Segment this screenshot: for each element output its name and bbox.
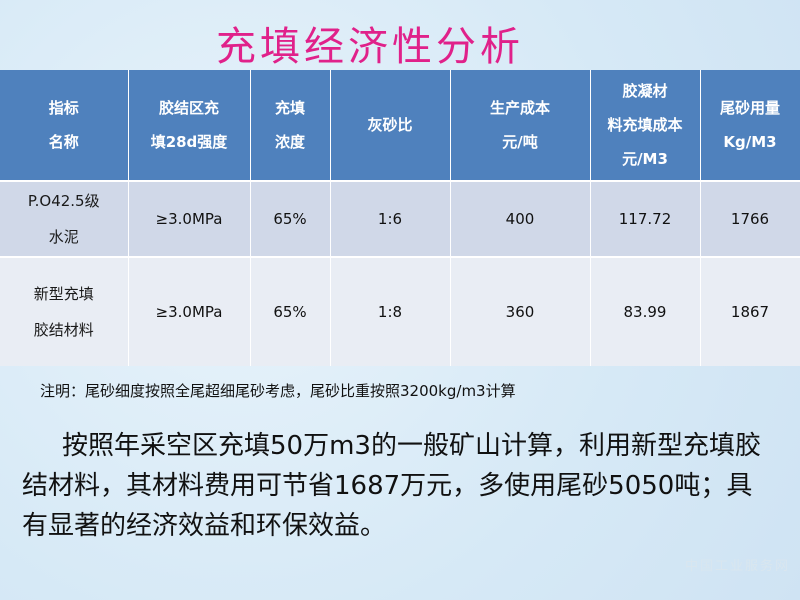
row-label: 新型充填 胶结材料 (0, 257, 129, 366)
table-cell: 1766 (700, 181, 800, 258)
table-cell: 65% (250, 181, 331, 258)
column-header: 胶结区充 填28d强度 (128, 70, 251, 182)
table-body: P.O42.5级 水泥 ≥3.0MPa 65% 1:6 400 117.72 1766 新型充… (0, 181, 800, 366)
column-header: 充填 浓度 (250, 70, 331, 182)
column-header: 指标 名称 (0, 70, 129, 182)
table-cell: 83.99 (590, 257, 701, 366)
table-cell: 360 (450, 257, 591, 366)
table-cell: ≥3.0MPa (128, 257, 251, 366)
watermark: 中国工业服务网 (684, 559, 790, 574)
paragraph: 按照年采空区充填50万m3的一般矿山计算，利用新型充填胶结材料，其材料费用可节省… (22, 431, 761, 541)
table-cell: ≥3.0MPa (128, 181, 251, 258)
column-header: 生产成本 元/吨 (450, 70, 591, 182)
table-cell: 400 (450, 181, 591, 258)
row-label: P.O42.5级 水泥 (0, 181, 129, 258)
table-row: P.O42.5级 水泥 ≥3.0MPa 65% 1:6 400 117.72 1766 (0, 181, 800, 258)
slide-title: 充填经济性分析 (216, 24, 524, 70)
table-cell: 65% (250, 257, 331, 366)
table-cell: 1:6 (330, 181, 451, 258)
cost-table: 指标 名称 胶结区充 填28d强度 充填 浓度 灰砂比 生产成本 元/吨 胶凝材 料充填成… (0, 70, 800, 366)
column-header: 尾砂用量 Kg/M3 (700, 70, 800, 182)
table-cell: 1:8 (330, 257, 451, 366)
column-header: 胶凝材 料充填成本 元/M3 (590, 70, 701, 182)
table-header: 指标 名称 胶结区充 填28d强度 充填 浓度 灰砂比 生产成本 元/吨 胶凝材 料充填成… (0, 70, 800, 182)
note: 注明：尾砂细度按照全尾超细尾砂考虑，尾砂比重按照3200kg/m3计算 (40, 382, 516, 400)
table-cell: 117.72 (590, 181, 701, 258)
table-cell: 1867 (700, 257, 800, 366)
column-header: 灰砂比 (330, 70, 451, 182)
table-row: 新型充填 胶结材料 ≥3.0MPa 65% 1:8 360 83.99 1867 (0, 257, 800, 366)
